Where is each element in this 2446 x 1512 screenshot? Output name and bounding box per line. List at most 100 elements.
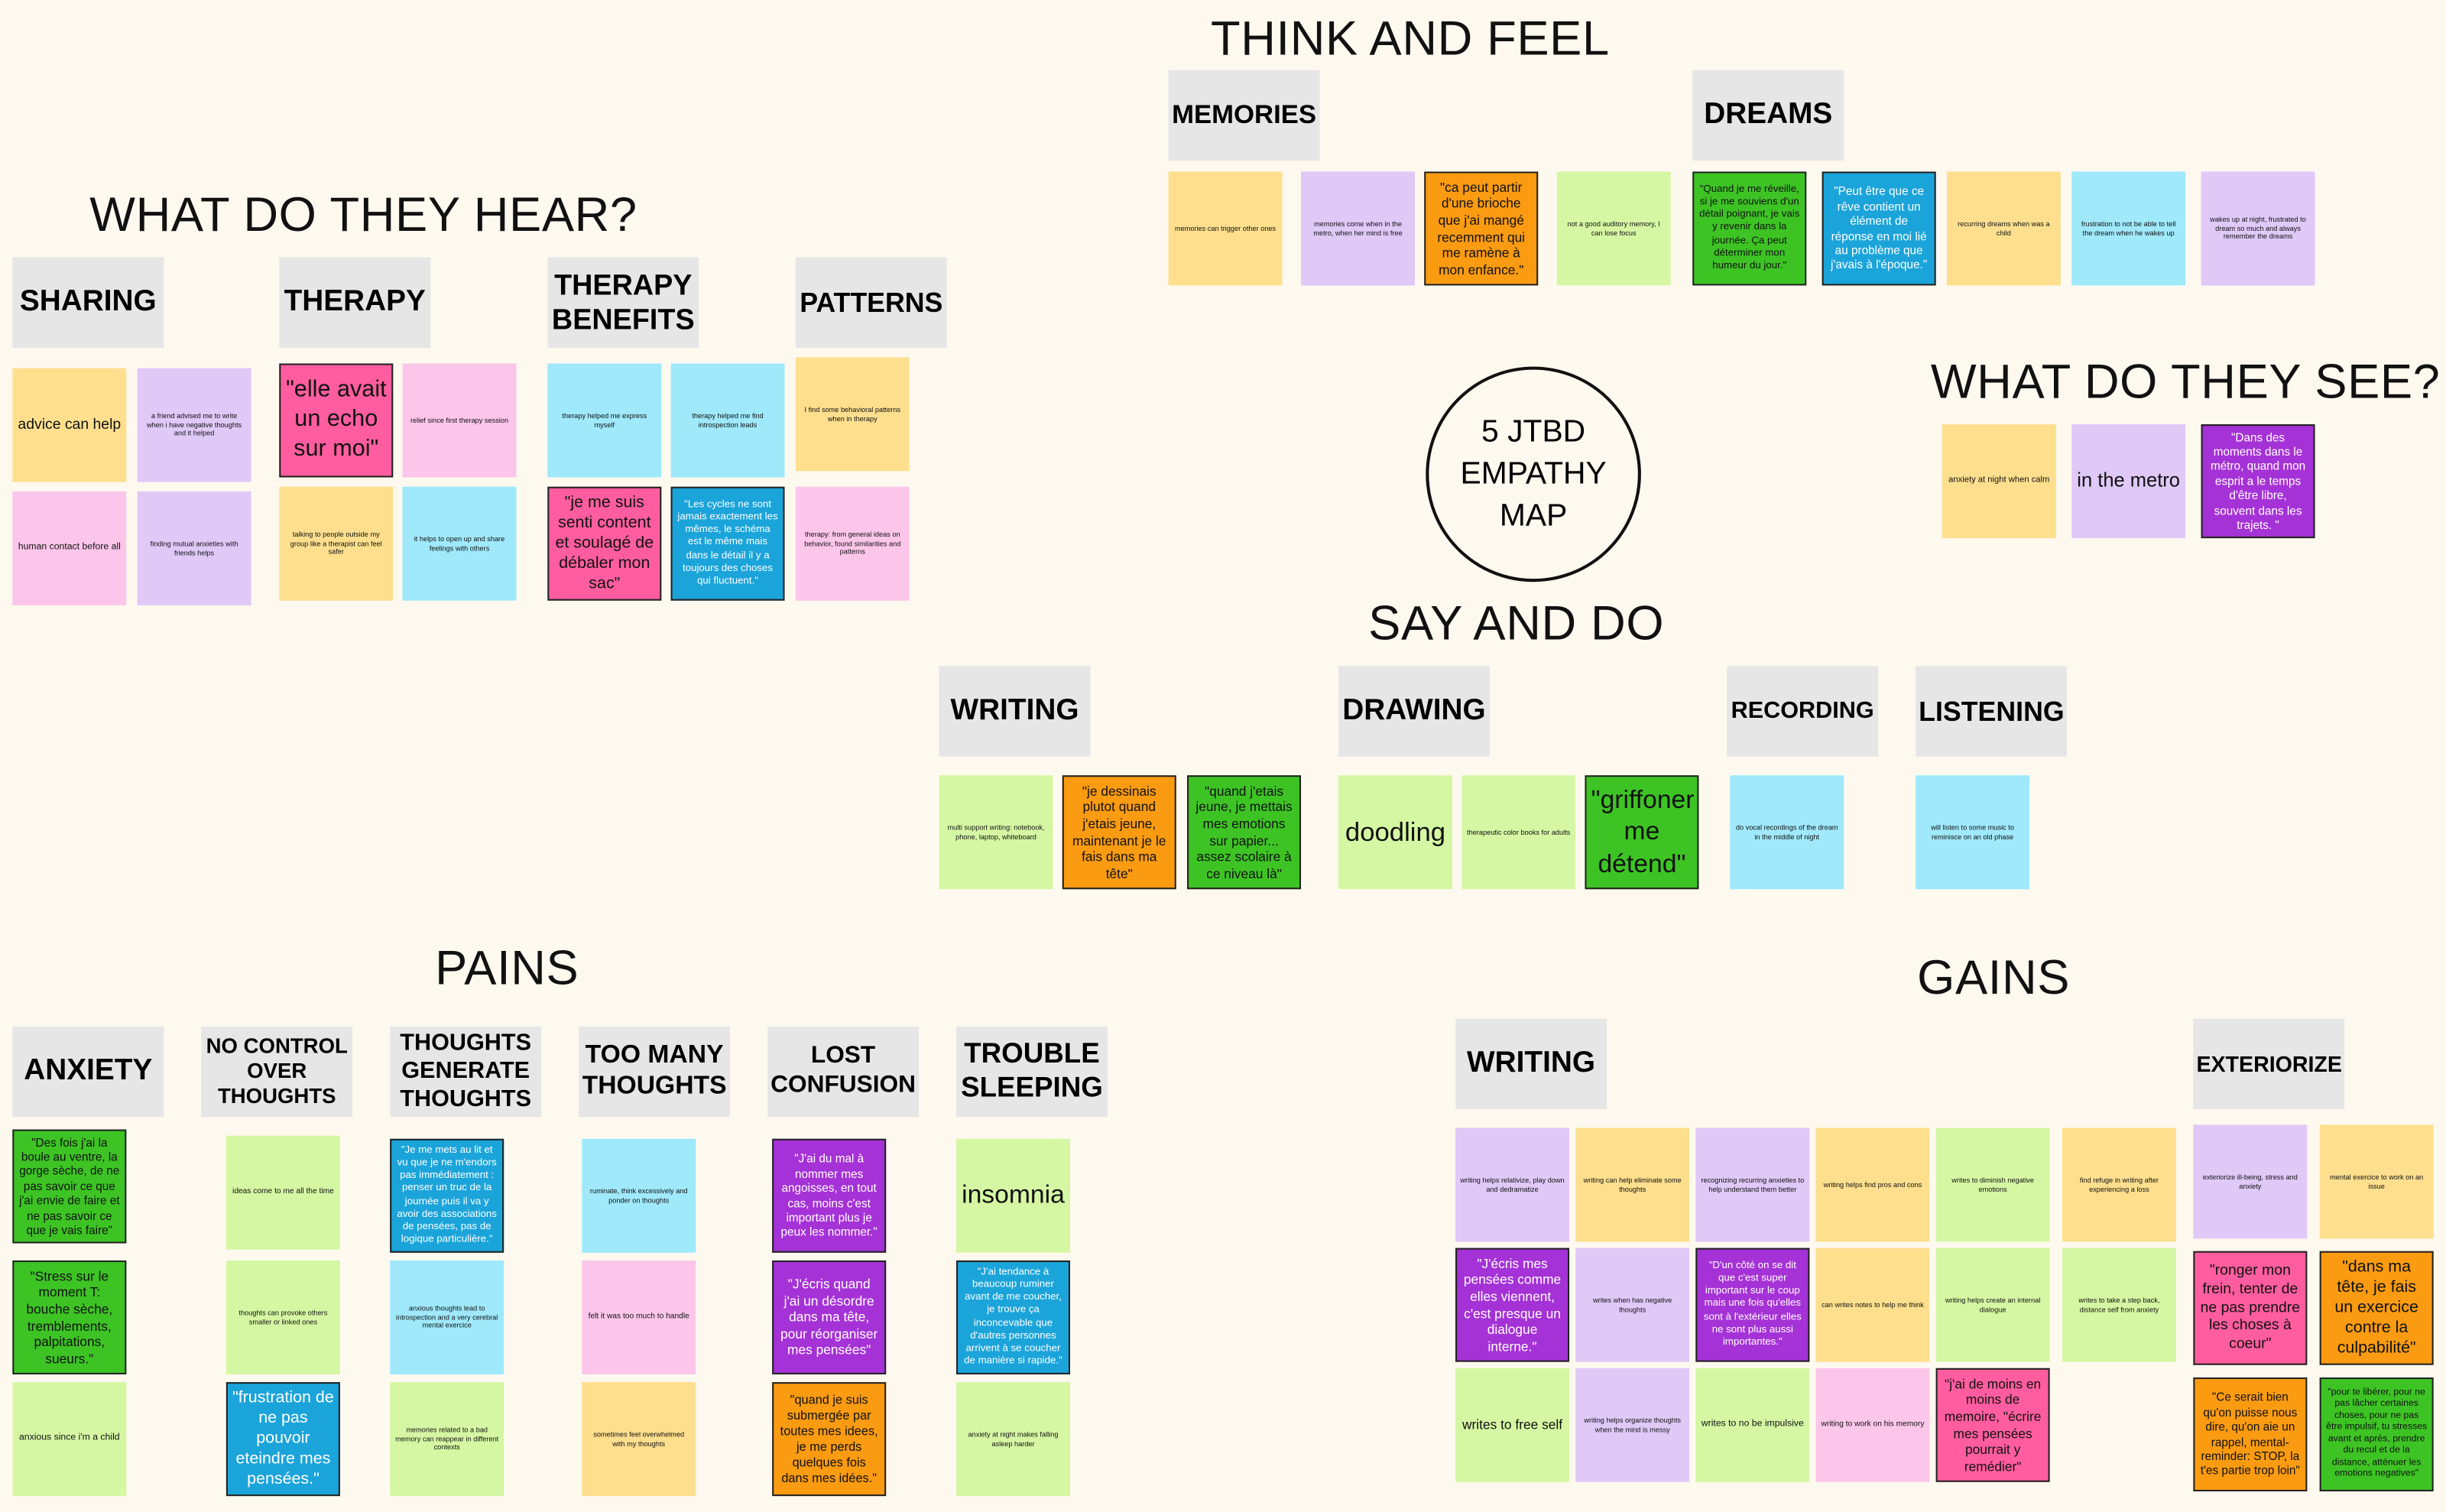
sticky-note-text: doodling [1345, 817, 1446, 847]
sticky-note: wakes up at night, frustrated to dream s… [2201, 171, 2315, 286]
sticky-note-text: "Peut être que ce rêve contient un éléme… [1831, 184, 1928, 272]
sticky-note: "J'écris quand j'ai un désordre dans ma … [772, 1260, 887, 1374]
sticky-note-text: therapy: from general ideas on behavior,… [804, 530, 901, 556]
group-header-text: SHARING [19, 284, 157, 318]
sticky-note: finding mutual anxieties with friends he… [137, 491, 251, 605]
sticky-note: "J'ai tendance à beaucoup ruminer avant … [956, 1260, 1070, 1374]
group-header-text: WRITING [950, 693, 1079, 727]
sticky-note-text: writing can help eliminate some thoughts [1583, 1176, 1682, 1193]
sticky-note: "Des fois j'ai la boule au ventre, la go… [12, 1129, 127, 1244]
sticky-note: memories related to a bad memory can rea… [390, 1382, 504, 1497]
sticky-note: sometimes feel overwhelmed with my thoug… [582, 1382, 696, 1497]
sticky-note: "Les cycles ne sont jamais exactement le… [670, 486, 785, 601]
group-header: SHARING [12, 257, 164, 349]
sticky-note: "Quand je me réveille, si je me souviens… [1692, 171, 1807, 286]
sticky-note-text: anxiety at night when calm [1948, 475, 2050, 485]
section-title: GAINS [1917, 949, 2071, 1005]
sticky-note: advice can help [12, 368, 127, 482]
group-header-text: THOUGHTS GENERATE THOUGHTS [400, 1029, 532, 1113]
group-header-text: MEMORIES [1172, 99, 1316, 129]
sticky-note-text: talking to people outside my group like … [290, 530, 382, 556]
sticky-note: "J'écris mes pensées comme elles viennen… [1455, 1248, 1570, 1362]
sticky-note-text: memories can trigger other ones [1174, 224, 1277, 232]
sticky-note: "griffoner me détend" [1585, 775, 1699, 890]
group-header: MEMORIES [1168, 70, 1320, 161]
sticky-note: not a good auditory memory, I can lose f… [1556, 171, 1671, 286]
sticky-note-text: memories related to a bad memory can rea… [395, 1426, 499, 1452]
sticky-note: talking to people outside my group like … [279, 486, 394, 601]
sticky-note-text: "je dessinais plutot quand j'etais jeune… [1072, 782, 1166, 881]
sticky-note-text: therapy helped me express myself [562, 411, 647, 429]
sticky-note: do vocal recordings of the dream in the … [1730, 775, 1844, 890]
sticky-note-text: "ca peut partir d'une brioche que j'ai m… [1437, 178, 1526, 277]
sticky-note-text: not a good auditory memory, I can lose f… [1567, 219, 1660, 237]
group-header-text: RECORDING [1731, 697, 1874, 724]
group-header-text: LISTENING [1919, 695, 2065, 726]
section-title: WHAT DO THEY HEAR? [89, 187, 637, 242]
sticky-note-text: ideas come to me all the time [232, 1187, 334, 1198]
sticky-note-text: find refuge in writing after experiencin… [2079, 1176, 2159, 1193]
sticky-note: writes to take a step back, distance sel… [2062, 1248, 2176, 1362]
sticky-note: "elle avait un echo sur moi" [279, 363, 394, 478]
sticky-note-text: therapy helped me find introspection lea… [692, 411, 764, 429]
group-header: LOST CONFUSION [767, 1026, 920, 1118]
group-header: DRAWING [1338, 666, 1490, 757]
sticky-note: recognizing recurring anxieties to help … [1695, 1128, 1810, 1242]
group-header: THOUGHTS GENERATE THOUGHTS [390, 1026, 542, 1118]
group-header-text: EXTERIORIZE [2196, 1050, 2342, 1076]
sticky-note: writes when has negative thoughts [1575, 1248, 1690, 1362]
sticky-note-text: in the metro [2077, 469, 2181, 492]
sticky-note: thoughts can provoke others smaller or l… [225, 1260, 340, 1374]
sticky-note: writes to no be impulsive [1695, 1368, 1810, 1482]
sticky-note: therapeutic color books for adults [1461, 775, 1576, 890]
sticky-note: frustration to not be able to tell the d… [2071, 171, 2186, 286]
sticky-note-text: "J'écris quand j'ai un désordre dans ma … [780, 1276, 878, 1358]
sticky-note: "ca peut partir d'une brioche que j'ai m… [1424, 171, 1539, 286]
sticky-note-text: writing helps relativize, play down and … [1460, 1176, 1565, 1193]
sticky-note: recurring dreams when was a child [1946, 171, 2061, 286]
sticky-note-text: "J'ai du mal à nommer mes angoisses, en … [780, 1151, 878, 1239]
sticky-note: it helps to open up and share feelings w… [402, 486, 517, 601]
sticky-note: can writes notes to help me think [1815, 1248, 1930, 1362]
group-header: EXTERIORIZE [2193, 1018, 2345, 1110]
sticky-note: "D'un côté on se dit que c'est super imp… [1695, 1248, 1810, 1362]
sticky-note-text: "quand j'etais jeune, je mettais mes emo… [1195, 782, 1293, 881]
sticky-note: therapy helped me express myself [547, 363, 662, 478]
sticky-note: ruminate, think excessively and ponder o… [582, 1138, 696, 1253]
sticky-note-text: thoughts can provoke others smaller or l… [238, 1308, 328, 1325]
sticky-note-text: "elle avait un echo sur moi" [285, 376, 387, 462]
sticky-note: "Stress sur le moment T: bouche sèche, t… [12, 1260, 127, 1374]
sticky-note: mental exercice to work on an issue [2319, 1124, 2434, 1239]
group-header: THERAPY [279, 257, 431, 349]
sticky-note: writing helps organize thoughts when the… [1575, 1368, 1690, 1482]
sticky-note: will listen to some music to reminisce o… [1916, 775, 2030, 890]
group-header-text: THERAPY [284, 284, 426, 318]
sticky-note: "Ce serait bien qu'on puisse nous dire, … [2193, 1377, 2308, 1492]
sticky-note-text: "Quand je me réveille, si je me souviens… [1699, 183, 1800, 271]
sticky-note-text: recognizing recurring anxieties to help … [1701, 1176, 1805, 1193]
sticky-note: anxious thoughts lead to introspection a… [390, 1260, 504, 1374]
sticky-note-text: felt it was too much to handle [588, 1312, 689, 1322]
sticky-note: writing helps create an internal dialogu… [1935, 1248, 2050, 1362]
section-title: WHAT DO THEY SEE? [1930, 354, 2441, 409]
sticky-note-text: sometimes feel overwhelmed with my thoug… [593, 1430, 685, 1447]
sticky-note-text: anxiety at night makes falling asleep ha… [968, 1430, 1059, 1447]
sticky-note-text: "Des fois j'ai la boule au ventre, la go… [19, 1135, 120, 1238]
sticky-note: "pour te libérer, pour ne pas lâcher cer… [2319, 1377, 2434, 1492]
sticky-note-text: do vocal recordings of the dream in the … [1735, 823, 1838, 840]
sticky-note-text: "Dans des moments dans le métro, quand m… [2210, 430, 2306, 532]
section-title: SAY AND DO [1368, 595, 1665, 651]
sticky-note: "J'ai du mal à nommer mes angoisses, en … [772, 1138, 887, 1253]
sticky-note: exteriorize ill-being, stress and anxiet… [2193, 1124, 2308, 1239]
sticky-note-text: "Ce serait bien qu'on puisse nous dire, … [2200, 1390, 2300, 1478]
sticky-note-text: anxious since i'm a child [18, 1433, 120, 1443]
sticky-note-text: finding mutual anxieties with friends he… [150, 539, 238, 556]
sticky-note: doodling [1338, 775, 1452, 890]
sticky-note: insomnia [956, 1138, 1070, 1253]
sticky-note-text: "J'ai tendance à beaucoup ruminer avant … [964, 1267, 1062, 1367]
group-header: WRITING [1455, 1018, 1607, 1110]
sticky-note: "ronger mon frein, tenter de ne pas pren… [2193, 1251, 2308, 1365]
sticky-note: multi support writing: notebook, phone, … [939, 775, 1053, 890]
